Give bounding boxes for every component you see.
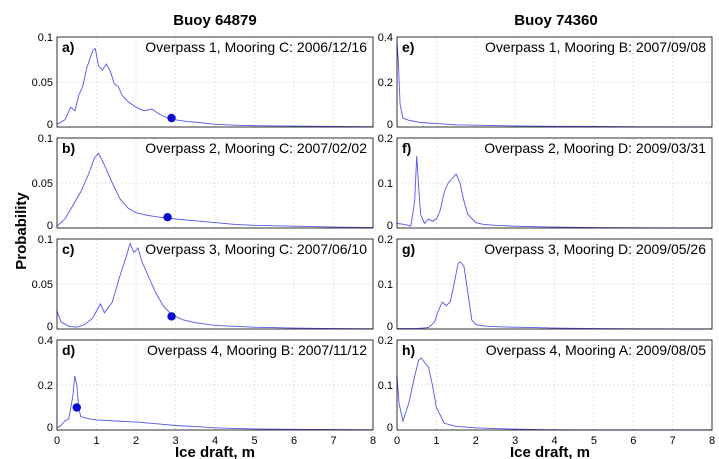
y-tick-label: 0 bbox=[387, 422, 393, 434]
panel-title: Overpass 2, Mooring D: 2009/03/31 bbox=[484, 140, 706, 156]
x-tick-label: 6 bbox=[291, 435, 297, 447]
plot-frame bbox=[56, 238, 374, 330]
panel-f: 0 0.1 0.2 f) Overpass 2, Mooring D: 2009/03/… bbox=[378, 133, 713, 232]
y-tick-label: 0.05 bbox=[32, 77, 53, 89]
plot-frame bbox=[396, 137, 713, 229]
y-tick-label: 0.4 bbox=[38, 335, 53, 347]
panel-letter: d) bbox=[62, 342, 75, 358]
x-tick-label: 0 bbox=[54, 435, 60, 447]
panel-letter: f) bbox=[402, 140, 411, 156]
series-line bbox=[56, 242, 374, 330]
panel-title: Overpass 2, Mooring C: 2007/02/02 bbox=[145, 140, 367, 156]
column-title-right: Buoy 74360 bbox=[514, 12, 597, 29]
x-tick-label: 8 bbox=[709, 435, 715, 447]
plot-frame bbox=[56, 339, 374, 431]
y-tick-label: 0 bbox=[387, 119, 393, 131]
y-tick-label: 0.2 bbox=[378, 77, 393, 89]
x-axis-label-left: Ice draft, m bbox=[175, 444, 255, 459]
x-tick-label: 4 bbox=[212, 435, 218, 447]
y-tick-label: 0.4 bbox=[378, 32, 393, 44]
plot-frame bbox=[56, 137, 374, 229]
x-tick-label: 7 bbox=[330, 435, 336, 447]
marker-point bbox=[163, 213, 172, 222]
marker-point bbox=[167, 312, 176, 321]
panel-g: 0 0.1 0.2 g) Overpass 3, Mooring D: 2009/05/… bbox=[378, 234, 713, 333]
x-axis-label-right: Ice draft, m bbox=[510, 444, 590, 459]
panel-letter: e) bbox=[402, 39, 414, 55]
x-tick-label: 0 bbox=[394, 435, 400, 447]
y-tick-label: 0.2 bbox=[38, 380, 53, 392]
series-line bbox=[56, 152, 374, 229]
series-line bbox=[396, 155, 713, 229]
panels: 0 0.05 0.1 a) Overpass 1, Mooring C: 2006/12… bbox=[32, 32, 715, 447]
y-axis-label: Probability bbox=[13, 192, 30, 270]
panel-a: 0 0.05 0.1 a) Overpass 1, Mooring C: 2006/12… bbox=[32, 32, 374, 131]
panel-h: 0 0.1 0.2 0 1 2 3 4 5 6 7 8 h) Overpass 4, Mooring A:… bbox=[378, 335, 715, 447]
y-tick-label: 0.1 bbox=[38, 32, 53, 44]
panel-title: Overpass 4, Mooring B: 2007/11/12 bbox=[147, 342, 367, 358]
y-tick-label: 0.2 bbox=[378, 335, 393, 347]
panel-letter: a) bbox=[62, 39, 74, 55]
panel-letter: g) bbox=[402, 241, 415, 257]
y-tick-label: 0.1 bbox=[378, 380, 393, 392]
panel-letter: b) bbox=[62, 140, 75, 156]
panel-letter: c) bbox=[62, 241, 74, 257]
marker-point bbox=[167, 113, 176, 123]
panel-c: 0 0.05 0.1 c) Overpass 3, Mooring C: 2007/06… bbox=[32, 234, 374, 333]
y-tick-label: 0 bbox=[47, 422, 53, 434]
x-tick-label: 5 bbox=[251, 435, 257, 447]
column-title-left: Buoy 64879 bbox=[173, 12, 256, 29]
y-tick-label: 0 bbox=[387, 321, 393, 333]
y-tick-label: 0 bbox=[47, 220, 53, 232]
panel-letter: h) bbox=[402, 342, 415, 358]
x-tick-label: 3 bbox=[512, 435, 518, 447]
panel-d: 0 0.2 0.4 0 1 2 3 4 5 6 7 8 d) Overpass 4, Mooring B:… bbox=[38, 335, 376, 447]
x-tick-label: 4 bbox=[551, 435, 557, 447]
x-tick-label: 6 bbox=[630, 435, 636, 447]
plot-frame bbox=[56, 36, 374, 128]
y-tick-label: 0 bbox=[47, 321, 53, 333]
y-tick-label: 0.05 bbox=[32, 178, 53, 190]
x-tick-label: 8 bbox=[370, 435, 376, 447]
y-tick-label: 0 bbox=[47, 119, 53, 131]
x-tick-label: 1 bbox=[93, 435, 99, 447]
x-tick-label: 2 bbox=[473, 435, 479, 447]
x-tick-label: 1 bbox=[433, 435, 439, 447]
y-tick-label: 0.1 bbox=[378, 178, 393, 190]
y-tick-label: 0.2 bbox=[378, 133, 393, 145]
panel-title: Overpass 1, Mooring C: 2006/12/16 bbox=[145, 39, 367, 55]
panel-title: Overpass 1, Mooring B: 2007/09/08 bbox=[485, 39, 706, 55]
series-line bbox=[397, 260, 713, 330]
series-line bbox=[56, 375, 374, 431]
panel-title: Overpass 3, Mooring D: 2009/05/26 bbox=[484, 241, 706, 257]
x-tick-label: 2 bbox=[133, 435, 139, 447]
panel-title: Overpass 4, Mooring A: 2009/08/05 bbox=[486, 342, 706, 358]
x-tick-label: 3 bbox=[172, 435, 178, 447]
y-tick-label: 0.1 bbox=[38, 133, 53, 145]
x-tick-label: 7 bbox=[670, 435, 676, 447]
panel-e: 0 0.2 0.4 e) Overpass 1, Mooring B: 2007/09/… bbox=[378, 32, 713, 131]
panel-title: Overpass 3, Mooring C: 2007/06/10 bbox=[145, 241, 367, 257]
x-tick-label: 5 bbox=[591, 435, 597, 447]
plot-frame bbox=[396, 238, 713, 330]
plot-frame bbox=[396, 339, 713, 431]
y-tick-label: 0.05 bbox=[32, 279, 53, 291]
y-tick-label: 0 bbox=[387, 220, 393, 232]
plot-frame bbox=[396, 36, 713, 128]
y-tick-label: 0.1 bbox=[378, 279, 393, 291]
marker-point bbox=[72, 403, 81, 412]
y-tick-label: 0.1 bbox=[38, 234, 53, 246]
series-line bbox=[56, 48, 374, 128]
panel-b: 0 0.05 0.1 b) Overpass 2, Mooring C: 2007/02… bbox=[32, 133, 374, 232]
y-tick-label: 0.2 bbox=[378, 234, 393, 246]
